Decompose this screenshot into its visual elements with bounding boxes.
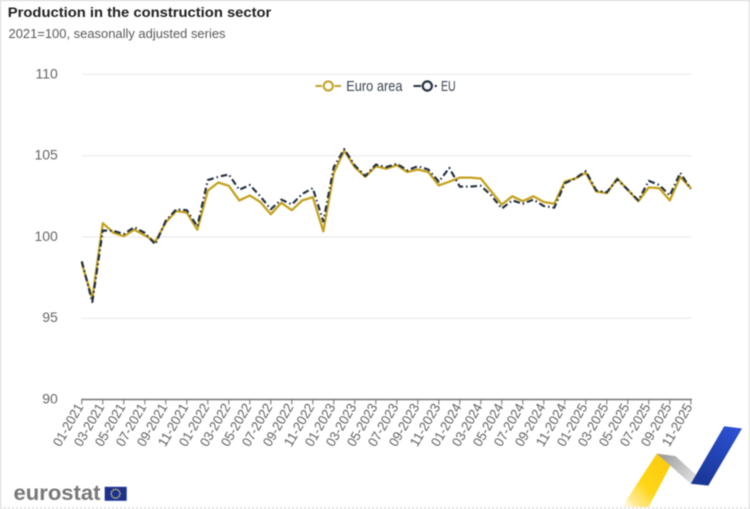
svg-text:90: 90 [42, 390, 58, 406]
svg-text:100: 100 [34, 228, 58, 244]
svg-text:Production in the construction: Production in the construction sector [8, 5, 272, 21]
svg-text:110: 110 [35, 65, 58, 81]
svg-text:105: 105 [34, 147, 58, 163]
svg-text:95: 95 [42, 309, 58, 325]
svg-text:Euro area: Euro area [346, 79, 403, 95]
svg-text:eurostat: eurostat [14, 481, 101, 505]
svg-text:EU: EU [441, 79, 456, 95]
svg-text:2021=100, seasonally adjusted: 2021=100, seasonally adjusted series [9, 26, 226, 41]
